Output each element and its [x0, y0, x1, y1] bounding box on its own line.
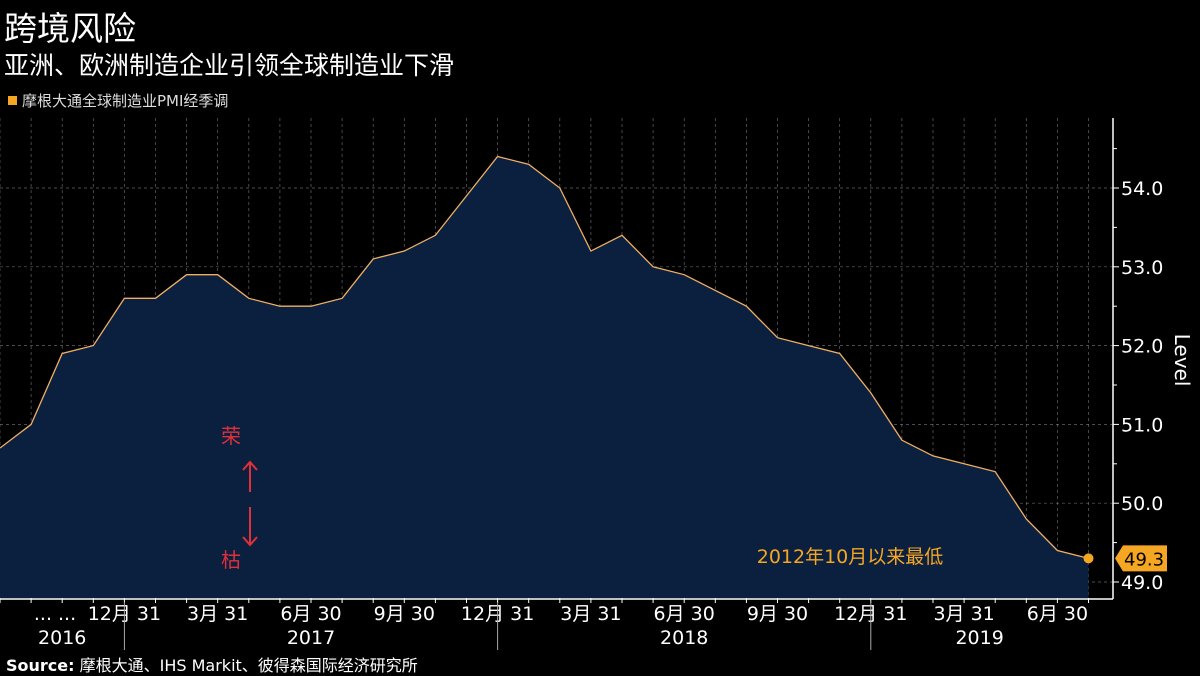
last-point-marker — [1084, 553, 1094, 563]
y-axis-label: Level — [1170, 334, 1194, 387]
y-tick-label: 50.0 — [1121, 493, 1163, 515]
source-note: Source: 摩根大通、IHS Markit、彼得森国际经济研究所 — [6, 652, 418, 676]
x-tick-label: 6月 30 — [654, 603, 715, 625]
x-tick-label: 3月 31 — [933, 603, 994, 625]
x-tick-label: 9月 30 — [374, 603, 435, 625]
x-tick-label: 3月 31 — [560, 603, 621, 625]
y-tick-label: 52.0 — [1121, 336, 1163, 358]
y-tick-label: 49.0 — [1121, 572, 1163, 594]
annotation-boom: 荣 — [221, 424, 241, 448]
source-prefix: Source: — [6, 656, 75, 675]
x-tick-label: 6月 30 — [280, 603, 341, 625]
y-tick-label: 54.0 — [1121, 178, 1163, 200]
x-year-label: 2019 — [955, 627, 1003, 649]
x-tick-label: 9月 30 — [747, 603, 808, 625]
y-tick-label: 53.0 — [1121, 257, 1163, 279]
y-tick-label: 51.0 — [1121, 414, 1163, 436]
x-tick-label: ... ... — [34, 603, 76, 625]
x-year-label: 2016 — [38, 627, 86, 649]
annotation-low-note: 2012年10月以来最低 — [757, 546, 944, 568]
x-tick-label: 6月 30 — [1027, 603, 1088, 625]
source-text: 摩根大通、IHS Markit、彼得森国际经济研究所 — [80, 656, 418, 675]
last-value-label: 49.3 — [1124, 549, 1164, 570]
x-tick-label: 3月 31 — [187, 603, 248, 625]
x-year-label: 2017 — [287, 627, 335, 649]
x-year-label: 2018 — [660, 627, 708, 649]
series-area — [0, 156, 1089, 598]
annotation-bust: 枯 — [221, 548, 241, 572]
last-value-tag: 49.3 — [1115, 545, 1167, 571]
